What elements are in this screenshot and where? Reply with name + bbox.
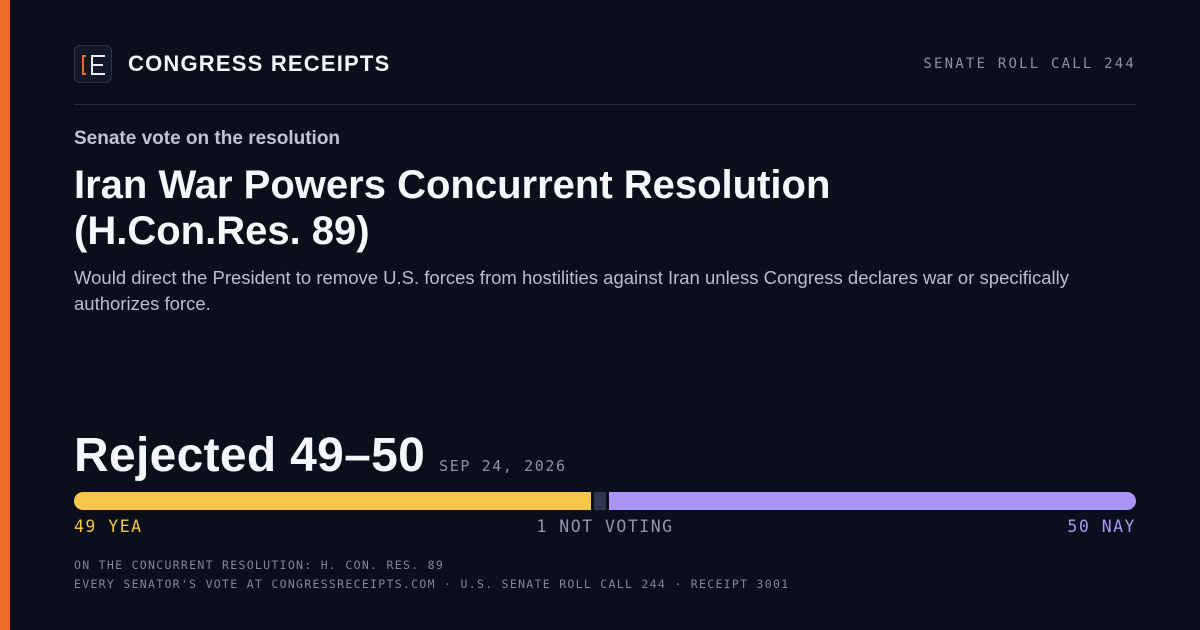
accent-stripe — [0, 0, 10, 630]
not-voting-segment — [594, 492, 606, 510]
header: CONGRESS RECEIPTS SENATE ROLL CALL 244 — [74, 44, 1136, 84]
brand-name: CONGRESS RECEIPTS — [128, 51, 391, 76]
page-title: Iran War Powers Concurrent Resolution (H… — [74, 163, 831, 253]
vote-result: Rejected 49–50 — [74, 429, 426, 482]
tally-labels: 49 YEA 1 NOT VOTING 50 NAY — [74, 517, 1136, 539]
nay-count-label: 50 NAY — [1067, 517, 1136, 536]
resolution-summary: Would direct the President to remove U.S… — [74, 267, 1069, 314]
vote-date: SEP 24, 2026 — [439, 457, 567, 475]
not-voting-count-label: 1 NOT VOTING — [536, 517, 674, 536]
roll-call-label: SENATE ROLL CALL 244 — [923, 56, 1136, 72]
yea-count-label: 49 YEA — [74, 517, 143, 536]
footer-line-source: EVERY SENATOR'S VOTE AT CONGRESSRECEIPTS… — [74, 577, 790, 591]
yea-segment — [74, 492, 591, 510]
vote-tally-bar — [74, 492, 1136, 510]
footer-line-resolution: ON THE CONCURRENT RESOLUTION: H. CON. RE… — [74, 558, 445, 572]
header-divider — [74, 104, 1136, 105]
bracket-e-logo-icon — [74, 45, 112, 83]
eyebrow-label: Senate vote on the resolution — [74, 128, 341, 149]
nay-segment — [609, 492, 1136, 510]
footer: ON THE CONCURRENT RESOLUTION: H. CON. RE… — [74, 556, 789, 594]
result-row: Rejected 49–50 SEP 24, 2026 — [74, 428, 567, 484]
brand: CONGRESS RECEIPTS — [74, 45, 390, 83]
